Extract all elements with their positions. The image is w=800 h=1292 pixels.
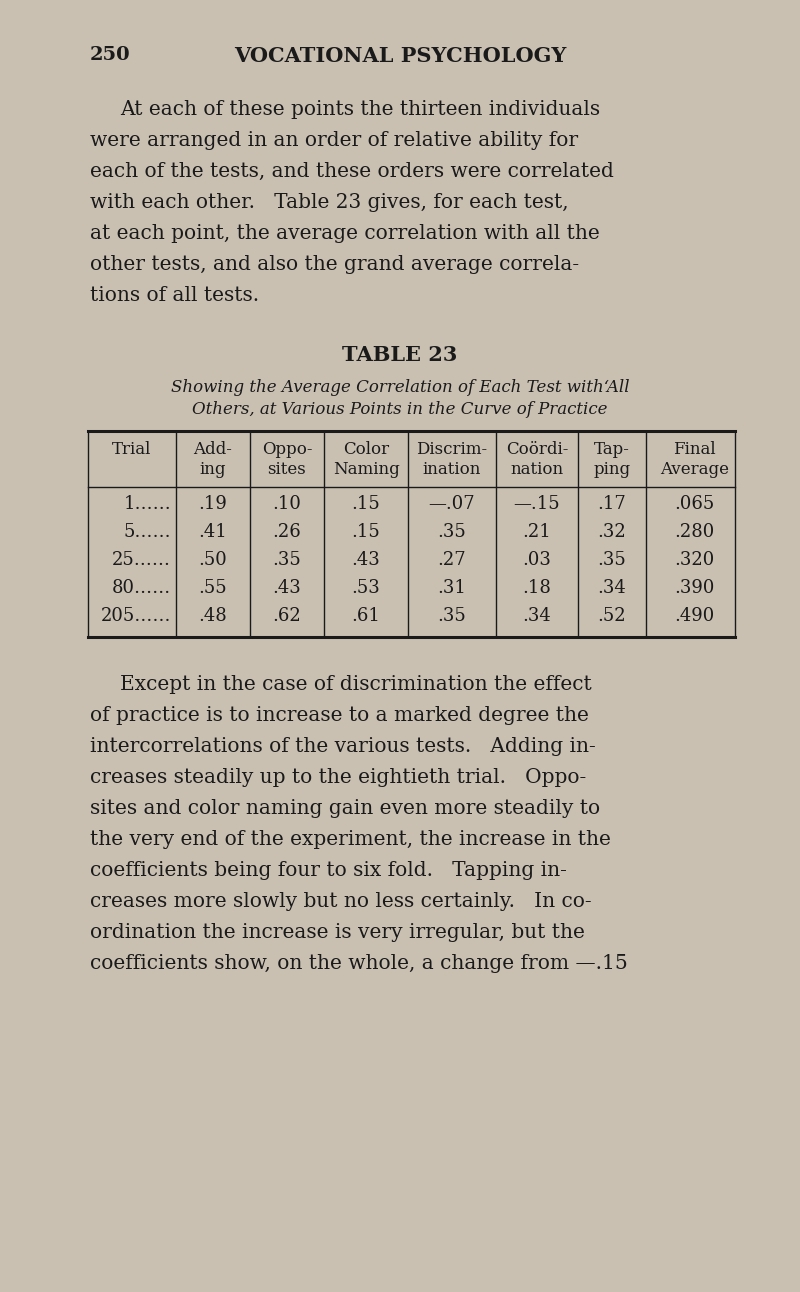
Text: 205……: 205…… (101, 607, 171, 625)
Text: Trial: Trial (112, 441, 152, 457)
Text: other tests, and also the grand average correla-: other tests, and also the grand average … (90, 255, 579, 274)
Text: .62: .62 (273, 607, 302, 625)
Text: Tap-: Tap- (594, 441, 630, 457)
Text: creases steadily up to the eightieth trial.   Oppo-: creases steadily up to the eightieth tri… (90, 767, 586, 787)
Text: .15: .15 (352, 495, 380, 513)
Text: .10: .10 (273, 495, 302, 513)
Text: .35: .35 (598, 550, 626, 568)
Text: sites and color naming gain even more steadily to: sites and color naming gain even more st… (90, 798, 600, 818)
Text: .26: .26 (273, 523, 302, 541)
Text: .19: .19 (198, 495, 227, 513)
Text: nation: nation (510, 461, 563, 478)
Text: .35: .35 (438, 523, 466, 541)
Text: At each of these points the thirteen individuals: At each of these points the thirteen ind… (120, 99, 600, 119)
Text: Coördi-: Coördi- (506, 441, 568, 457)
Text: .17: .17 (598, 495, 626, 513)
Text: .48: .48 (198, 607, 227, 625)
Text: 25……: 25…… (112, 550, 171, 568)
Text: .41: .41 (198, 523, 227, 541)
Text: Others, at Various Points in the Curve of Practice: Others, at Various Points in the Curve o… (192, 401, 608, 419)
Text: ing: ing (200, 461, 226, 478)
Text: .18: .18 (522, 579, 551, 597)
Text: .43: .43 (273, 579, 302, 597)
Text: with each other.   Table 23 gives, for each test,: with each other. Table 23 gives, for eac… (90, 193, 569, 212)
Text: .32: .32 (598, 523, 626, 541)
Text: .50: .50 (198, 550, 227, 568)
Text: Discrim-: Discrim- (417, 441, 487, 457)
Text: sites: sites (268, 461, 306, 478)
Text: .03: .03 (522, 550, 551, 568)
Text: 1……: 1…… (123, 495, 171, 513)
Text: .52: .52 (598, 607, 626, 625)
Text: coefficients being four to six fold.   Tapping in-: coefficients being four to six fold. Tap… (90, 860, 567, 880)
Text: .53: .53 (352, 579, 380, 597)
Text: Naming: Naming (333, 461, 399, 478)
Text: ordination the increase is very irregular, but the: ordination the increase is very irregula… (90, 922, 585, 942)
Text: .21: .21 (522, 523, 551, 541)
Text: .34: .34 (522, 607, 551, 625)
Text: were arranged in an order of relative ability for: were arranged in an order of relative ab… (90, 130, 578, 150)
Text: VOCATIONAL PSYCHOLOGY: VOCATIONAL PSYCHOLOGY (234, 47, 566, 66)
Text: .55: .55 (198, 579, 227, 597)
Text: .35: .35 (273, 550, 302, 568)
Text: tions of all tests.: tions of all tests. (90, 286, 259, 305)
Text: the very end of the experiment, the increase in the: the very end of the experiment, the incr… (90, 829, 611, 849)
Text: Add-: Add- (194, 441, 233, 457)
Text: —.15: —.15 (514, 495, 560, 513)
Text: Final: Final (673, 441, 716, 457)
Text: creases more slowly but no less certainly.   In co-: creases more slowly but no less certainl… (90, 891, 592, 911)
Text: Color: Color (343, 441, 389, 457)
Text: 80……: 80…… (112, 579, 171, 597)
Text: ination: ination (423, 461, 481, 478)
Text: .390: .390 (674, 579, 714, 597)
Text: .320: .320 (674, 550, 714, 568)
Text: .27: .27 (438, 550, 466, 568)
Text: .35: .35 (438, 607, 466, 625)
Text: of practice is to increase to a marked degree the: of practice is to increase to a marked d… (90, 705, 589, 725)
Text: TABLE 23: TABLE 23 (342, 345, 458, 366)
Text: Except in the case of discrimination the effect: Except in the case of discrimination the… (120, 674, 592, 694)
Text: Showing the Average Correlation of Each Test with‘All: Showing the Average Correlation of Each … (170, 379, 630, 397)
Text: at each point, the average correlation with all the: at each point, the average correlation w… (90, 224, 600, 243)
Text: .43: .43 (352, 550, 380, 568)
Text: .34: .34 (598, 579, 626, 597)
Text: Average: Average (660, 461, 729, 478)
Text: 5……: 5…… (123, 523, 171, 541)
Text: .31: .31 (438, 579, 466, 597)
Text: ping: ping (594, 461, 630, 478)
Text: .61: .61 (351, 607, 381, 625)
Text: coefficients show, on the whole, a change from —.15: coefficients show, on the whole, a chang… (90, 953, 628, 973)
Text: .15: .15 (352, 523, 380, 541)
Text: .065: .065 (674, 495, 714, 513)
Text: intercorrelations of the various tests.   Adding in-: intercorrelations of the various tests. … (90, 736, 596, 756)
Text: each of the tests, and these orders were correlated: each of the tests, and these orders were… (90, 162, 614, 181)
Text: .280: .280 (674, 523, 714, 541)
Text: Oppo-: Oppo- (262, 441, 312, 457)
Text: 250: 250 (90, 47, 130, 65)
Text: —.07: —.07 (429, 495, 475, 513)
Text: .490: .490 (674, 607, 714, 625)
